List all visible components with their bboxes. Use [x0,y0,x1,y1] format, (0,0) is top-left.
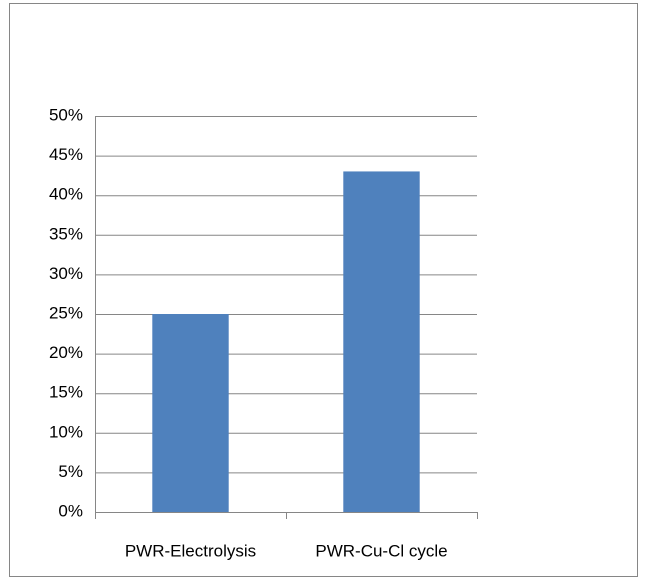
bar [152,314,229,512]
chart-border [9,3,638,577]
y-tick-label: 5% [58,462,83,481]
x-tick-label: PWR-Cu-Cl cycle [315,541,447,560]
x-tick-label: PWR-Electrolysis [125,541,256,560]
y-tick-label: 0% [58,501,83,520]
bar [343,171,420,512]
y-tick-label: 30% [49,264,83,283]
y-tick-label: 25% [49,303,83,322]
y-tick-label: 40% [49,185,83,204]
y-tick-label: 20% [49,343,83,362]
y-tick-label: 10% [49,422,83,441]
y-tick-label: 45% [49,145,83,164]
y-tick-label: 35% [49,224,83,243]
y-tick-label: 50% [49,105,83,124]
y-tick-label: 15% [49,383,83,402]
